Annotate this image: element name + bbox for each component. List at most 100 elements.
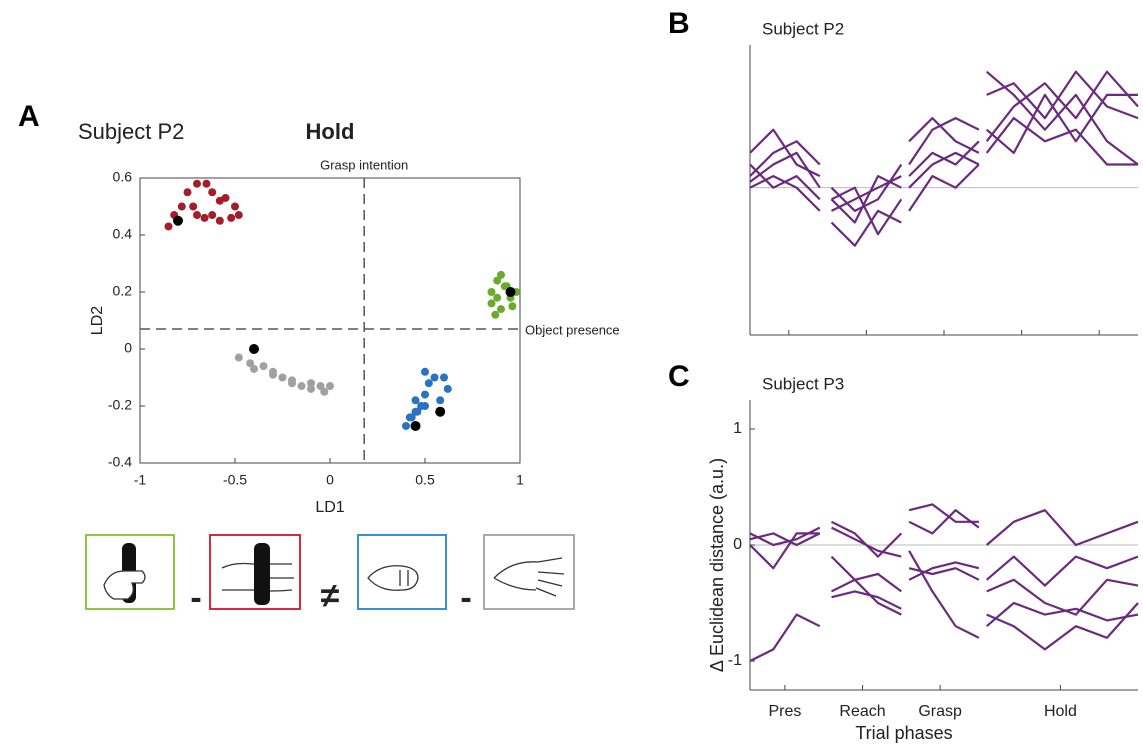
y-tick-label: 1 [733,420,742,437]
scatter-point [307,379,315,388]
y-axis-label: Δ Euclidean distance (a.u.) [707,458,727,672]
scatter-point [421,402,429,410]
line-series [749,532,1139,639]
scatter-point [202,179,211,188]
scatter-point [407,413,416,422]
scatter-point [227,213,236,222]
scatter-point [440,373,448,382]
scatter-point [421,367,429,376]
icon-row: - ≠ - [85,534,575,617]
x-tick-label: 1 [516,472,524,488]
scatter-point [410,420,421,431]
y-tick-label: 0 [124,340,132,356]
scatter-point [297,382,306,391]
scatter-point [316,382,325,391]
scatter-point [234,211,243,220]
scatter-point [215,216,224,225]
x-tick-label: 0 [326,472,334,488]
scatter-point [249,344,259,354]
scatter-point [221,193,230,202]
scatter-point [508,302,517,311]
x-tick-label: 0.5 [415,472,435,488]
operator: ≠ [321,577,340,615]
scatter-point [411,396,420,405]
line-series [749,93,1138,236]
panel-label: C [668,360,690,393]
x-axis-label: Trial phases [855,723,952,743]
scatter-point [231,202,239,211]
scatter-point [505,287,516,297]
scatter-point [413,407,422,416]
scatter-point [497,270,505,279]
x-tick-label: Reach [839,703,885,720]
y-axis-label: LD2 [89,306,106,335]
scatter-point [183,188,192,197]
line-series [749,561,1139,662]
hand [367,565,419,591]
scatter-point [208,188,217,197]
subject-label: Subject P2 [78,119,184,144]
operator: - [460,579,471,617]
scatter-point [278,373,287,382]
chart-title: Subject P2 [762,19,844,38]
annotation: Object presence [525,322,620,337]
scatter-point [487,288,496,296]
scatter-point [326,382,334,391]
x-tick-label: Hold [1044,703,1077,720]
x-tick-label: Grasp [918,703,962,720]
x-axis-label: LD1 [315,499,344,516]
scatter-point [443,384,452,393]
x-tick-label: -0.5 [223,472,247,488]
scatter-point [193,211,201,220]
y-tick-label: -0.4 [108,454,132,470]
operator: - [190,579,201,617]
scatter-point [259,362,268,371]
scatter-point [246,359,255,368]
scatter-point [288,376,296,385]
y-tick-label: -1 [728,652,742,669]
scatter-point [234,353,243,362]
line-series [749,117,1138,247]
icon-box [357,534,447,610]
panel-label: B [668,7,690,40]
scatter-point [487,299,496,308]
icon-box [85,534,175,610]
line-series [749,70,1139,212]
scatter-point [421,390,429,399]
y-tick-label: 0.2 [113,283,133,299]
x-tick-label: -1 [134,472,147,488]
y-tick-label: -0.2 [108,397,132,413]
icon-box [483,534,575,610]
scatter-point [430,373,439,382]
scatter-point [307,384,315,393]
scatter-point [493,276,502,285]
cylinder [254,543,270,605]
line-series [749,503,1139,558]
icon-box [209,534,301,610]
y-tick-label: 0.6 [113,169,133,185]
scatter-point [491,310,500,319]
hand [103,570,146,600]
scatter-point [189,202,198,211]
annotation: Grasp intention [320,157,408,172]
line-series [749,509,1139,587]
axis-box [139,177,521,464]
panel-label: A [18,100,40,133]
scatter-point [435,406,446,417]
scatter-point [208,211,217,220]
scatter-point [164,222,173,231]
scatter-point [424,379,433,388]
scatter-point [493,293,502,302]
scatter-point [177,202,186,211]
scatter-point [173,215,183,226]
y-tick-label: 0 [733,536,742,553]
scatter-point [497,305,505,314]
hand [493,557,565,597]
y-tick-label: 0.4 [113,226,133,242]
line-series [749,70,1139,212]
scatter-point [320,387,329,396]
chart-title: Subject P3 [762,374,844,393]
scatter-point [250,364,258,373]
